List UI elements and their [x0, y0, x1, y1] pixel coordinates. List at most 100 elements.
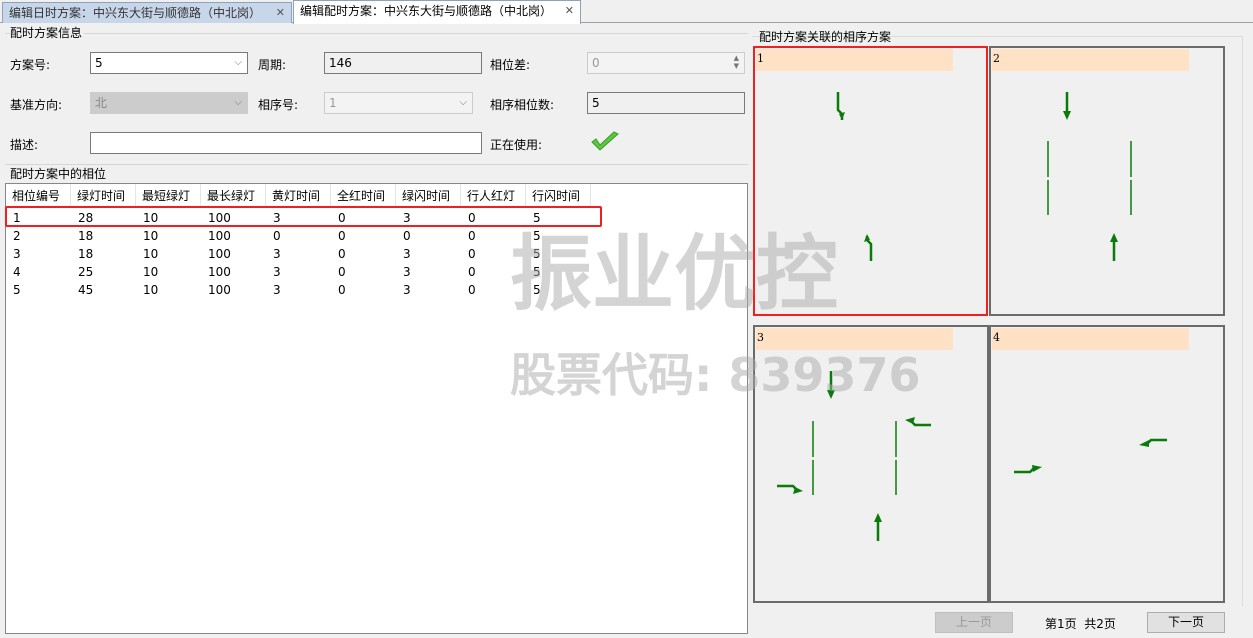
- panel-header: 3: [756, 328, 953, 350]
- offset-spinner[interactable]: 0 ▲ ▼: [587, 52, 745, 74]
- column-header[interactable]: 相位编号: [6, 184, 71, 206]
- table-cell: 0: [468, 229, 476, 243]
- tab-daily-plan[interactable]: 编辑日时方案：中兴东大街与顺德路（中北岗） ✕: [2, 2, 292, 23]
- base-direction-label: 基准方向:: [10, 98, 63, 112]
- chevron-down-icon: ⌵: [234, 97, 242, 108]
- plan-no-label: 方案号:: [10, 58, 51, 72]
- table-cell: 5: [533, 211, 541, 225]
- close-icon[interactable]: ✕: [275, 6, 285, 19]
- table-cell: 0: [338, 265, 346, 279]
- seq-phase-count-field[interactable]: 5: [587, 92, 745, 114]
- phase-arrows: [836, 92, 873, 261]
- table-cell: 28: [78, 211, 94, 225]
- table-cell: 10: [143, 265, 159, 279]
- sequence-panel-1[interactable]: 1: [753, 46, 988, 316]
- table-cell: 5: [533, 265, 541, 279]
- table-cell: 100: [208, 265, 231, 279]
- table-cell: 3: [273, 265, 281, 279]
- sequence-panel-2[interactable]: 2: [989, 46, 1225, 316]
- base-direction-select[interactable]: 北 ⌵: [90, 92, 248, 114]
- column-header[interactable]: 绿闪时间: [396, 184, 461, 206]
- plan-no-value: 5: [95, 56, 103, 70]
- table-row[interactable]: 4 25 10 100 3 0 3 0 5: [6, 263, 606, 281]
- column-header[interactable]: 黄灯时间: [266, 184, 331, 206]
- base-direction-value: 北: [95, 96, 108, 110]
- seq-phase-count-label: 相序相位数:: [490, 98, 555, 112]
- table-cell: 3: [403, 247, 411, 261]
- desc-label: 描述:: [10, 138, 39, 152]
- table-cell: 0: [468, 247, 476, 261]
- table-row[interactable]: 2 18 10 100 0 0 0 0 5: [6, 227, 606, 245]
- phases-table: 相位编号 绿灯时间 最短绿灯 最长绿灯 黄灯时间 全红时间 绿闪时间 行人红灯 行闪时间 1 28 1…: [5, 183, 748, 634]
- tab-label: 编辑配时方案：中兴东大街与顺德路（中北岗）: [300, 4, 553, 18]
- column-header[interactable]: 全红时间: [331, 184, 396, 206]
- panel-header: 1: [756, 49, 953, 71]
- table-cell: 3: [403, 283, 411, 297]
- cycle-label: 周期:: [258, 58, 287, 72]
- phase-arrows: [1014, 438, 1167, 474]
- table-row[interactable]: 5 45 10 100 3 0 3 0 5: [6, 281, 606, 299]
- panel-header: 4: [992, 328, 1189, 350]
- column-header[interactable]: 绿灯时间: [71, 184, 136, 206]
- table-cell: 100: [208, 211, 231, 225]
- table-cell: 3: [13, 247, 21, 261]
- table-cell: 0: [468, 265, 476, 279]
- desc-field[interactable]: [90, 132, 482, 154]
- offset-label: 相位差:: [490, 58, 531, 72]
- seq-no-select[interactable]: 1 ⌵: [324, 92, 473, 114]
- column-header[interactable]: 最长绿灯: [201, 184, 266, 206]
- panel-header: 2: [992, 49, 1189, 71]
- sequence-title: 配时方案关联的相序方案: [759, 30, 892, 44]
- cycle-field[interactable]: 146: [324, 52, 482, 74]
- offset-value: 0: [592, 56, 600, 70]
- table-cell: 5: [533, 229, 541, 243]
- table-cell: 10: [143, 229, 159, 243]
- table-cell: 25: [78, 265, 94, 279]
- sequence-panel-4[interactable]: 4: [989, 325, 1225, 603]
- table-cell: 3: [403, 265, 411, 279]
- column-header[interactable]: 行人红灯: [461, 184, 526, 206]
- column-header[interactable]: 行闪时间: [526, 184, 591, 206]
- phases-title: 配时方案中的相位: [10, 167, 107, 181]
- tab-timing-plan[interactable]: 编辑配时方案：中兴东大街与顺德路（中北岗） ✕: [293, 0, 581, 24]
- table-cell: 0: [468, 211, 476, 225]
- table-cell: 0: [273, 229, 281, 243]
- table-cell: 100: [208, 283, 231, 297]
- table-cell: 5: [533, 283, 541, 297]
- info-title: 配时方案信息: [10, 24, 85, 41]
- table-row[interactable]: 1 28 10 100 3 0 3 0 5: [6, 209, 606, 227]
- table-cell: 45: [78, 283, 94, 297]
- close-icon[interactable]: ✕: [564, 4, 574, 17]
- tab-label: 编辑日时方案：中兴东大街与顺德路（中北岗）: [9, 6, 262, 20]
- table-cell: 4: [13, 265, 21, 279]
- table-cell: 3: [403, 211, 411, 225]
- table-row[interactable]: 3 18 10 100 3 0 3 0 5: [6, 245, 606, 263]
- table-cell: 0: [338, 229, 346, 243]
- page-info: 第1页 共2页: [1045, 617, 1116, 631]
- next-page-button[interactable]: 下一页: [1147, 612, 1225, 633]
- column-header[interactable]: 最短绿灯: [136, 184, 201, 206]
- table-cell: 10: [143, 247, 159, 261]
- table-cell: 100: [208, 229, 231, 243]
- table-cell: 18: [78, 229, 94, 243]
- phases-group: [5, 164, 748, 165]
- table-cell: 10: [143, 283, 159, 297]
- table-cell: 3: [273, 283, 281, 297]
- prev-page-button[interactable]: 上一页: [935, 612, 1013, 633]
- plan-no-select[interactable]: 5 ⌵: [90, 52, 248, 74]
- spinner-arrows-icon[interactable]: ▲ ▼: [733, 54, 739, 70]
- sequence-panel-3[interactable]: 3: [753, 325, 989, 603]
- table-cell: 3: [273, 211, 281, 225]
- table-cell: 0: [338, 247, 346, 261]
- seq-no-label: 相序号:: [258, 98, 299, 112]
- info-group: [5, 33, 748, 34]
- phase-arrows: [777, 371, 931, 541]
- table-cell: 18: [78, 247, 94, 261]
- table-cell: 3: [273, 247, 281, 261]
- table-cell: 5: [13, 283, 21, 297]
- row-highlight: [5, 206, 602, 227]
- table-cell: 0: [403, 229, 411, 243]
- table-cell: 5: [533, 247, 541, 261]
- table-cell: 0: [338, 211, 346, 225]
- table-cell: 0: [338, 283, 346, 297]
